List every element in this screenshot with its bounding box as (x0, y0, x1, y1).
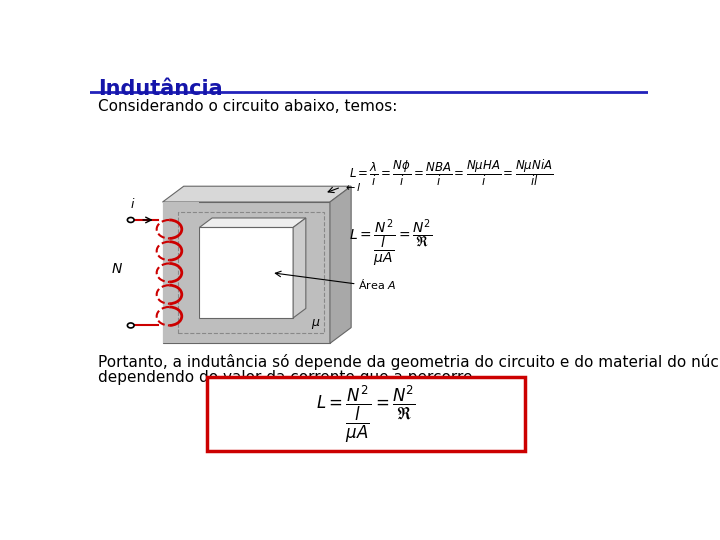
Text: $i$: $i$ (130, 197, 135, 211)
Text: $\mu$: $\mu$ (311, 317, 321, 331)
Text: $L = \dfrac{N^2}{\dfrac{l}{\mu A}} = \dfrac{N^2}{\mathfrak{R}}$: $L = \dfrac{N^2}{\dfrac{l}{\mu A}} = \df… (349, 218, 433, 269)
Text: $N$: $N$ (112, 261, 124, 275)
Polygon shape (163, 186, 351, 202)
Text: Área $A$: Área $A$ (358, 277, 396, 291)
Polygon shape (163, 202, 199, 343)
Text: Indutância: Indutância (99, 79, 223, 99)
Polygon shape (199, 218, 306, 227)
Text: dependendo do valor da corrente que a percorre.: dependendo do valor da corrente que a pe… (99, 370, 478, 386)
Text: $\leftarrow l$: $\leftarrow l$ (343, 181, 361, 193)
Circle shape (127, 218, 134, 222)
Polygon shape (330, 186, 351, 343)
Polygon shape (163, 202, 330, 343)
Polygon shape (199, 227, 293, 318)
FancyBboxPatch shape (207, 377, 526, 451)
Circle shape (127, 323, 134, 328)
Text: $L = \dfrac{\lambda}{i} = \dfrac{N\phi}{i} = \dfrac{NBA}{i} = \dfrac{N\mu HA}{i}: $L = \dfrac{\lambda}{i} = \dfrac{N\phi}{… (349, 158, 554, 188)
Text: Considerando o circuito abaixo, temos:: Considerando o circuito abaixo, temos: (99, 99, 397, 114)
Text: Portanto, a indutância só depende da geometria do circuito e do material do núcl: Portanto, a indutância só depende da geo… (99, 354, 720, 370)
Polygon shape (293, 218, 306, 318)
Text: $L = \dfrac{N^2}{\dfrac{l}{\mu A}} = \dfrac{N^2}{\mathfrak{R}}$: $L = \dfrac{N^2}{\dfrac{l}{\mu A}} = \df… (316, 383, 416, 445)
